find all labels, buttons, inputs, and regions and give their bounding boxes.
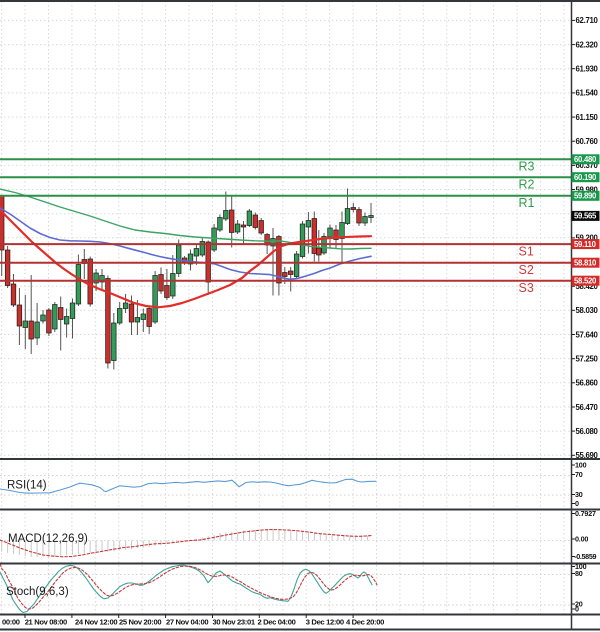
svg-text:R2: R2 — [519, 178, 535, 192]
svg-text:0.00: 0.00 — [575, 535, 588, 544]
svg-text:59.200: 59.200 — [576, 234, 599, 243]
svg-text:61.150: 61.150 — [576, 113, 599, 122]
svg-text:21 Nov 08:00: 21 Nov 08:00 — [25, 618, 67, 627]
svg-text:30: 30 — [575, 490, 583, 499]
svg-text:57.640: 57.640 — [576, 330, 599, 339]
svg-text:80: 80 — [575, 569, 583, 578]
svg-text:RSI(14): RSI(14) — [7, 480, 47, 492]
svg-text:55.690: 55.690 — [576, 451, 599, 460]
svg-text:56.470: 56.470 — [576, 403, 599, 412]
svg-text:60.190: 60.190 — [574, 173, 597, 182]
svg-text:58.810: 58.810 — [574, 259, 597, 268]
svg-text:S2: S2 — [519, 263, 534, 277]
svg-text:58.030: 58.030 — [576, 306, 599, 315]
svg-text:S1: S1 — [519, 244, 534, 258]
svg-text:60.370: 60.370 — [576, 161, 599, 170]
svg-text:MACD(12,26,9): MACD(12,26,9) — [8, 533, 88, 545]
svg-text:-0.5859: -0.5859 — [574, 552, 596, 561]
svg-text:60.760: 60.760 — [576, 137, 599, 146]
svg-text:56.860: 56.860 — [576, 379, 599, 388]
svg-text:58.420: 58.420 — [576, 282, 599, 291]
svg-text:30 Nov 23:01: 30 Nov 23:01 — [213, 618, 256, 627]
svg-text:24 Nov 12:00: 24 Nov 12:00 — [75, 618, 117, 627]
svg-text:3 Dec 12:00: 3 Dec 12:00 — [306, 618, 344, 627]
svg-text:59.980: 59.980 — [576, 185, 599, 194]
svg-text:59.890: 59.890 — [574, 192, 597, 201]
svg-text:0: 0 — [575, 499, 579, 508]
svg-text:57.250: 57.250 — [576, 355, 599, 364]
svg-text:58.520: 58.520 — [574, 277, 597, 286]
svg-text:20: 20 — [575, 600, 583, 609]
svg-text:2 Dec 04:00: 2 Dec 04:00 — [258, 618, 296, 627]
svg-text:100: 100 — [575, 562, 587, 571]
svg-text:0.7927: 0.7927 — [575, 509, 596, 518]
svg-text:00:00: 00:00 — [2, 618, 20, 627]
svg-text:62.710: 62.710 — [576, 16, 599, 25]
svg-text:70: 70 — [575, 470, 583, 479]
svg-text:62.320: 62.320 — [576, 40, 599, 49]
svg-text:R1: R1 — [519, 196, 535, 210]
svg-text:27 Nov 04:00: 27 Nov 04:00 — [166, 618, 208, 627]
svg-text:0: 0 — [575, 605, 579, 614]
svg-text:S3: S3 — [519, 281, 534, 295]
svg-text:4 Dec 20:00: 4 Dec 20:00 — [346, 618, 384, 627]
svg-text:Stoch(9,6,3): Stoch(9,6,3) — [6, 586, 69, 598]
svg-text:25 Nov 20:00: 25 Nov 20:00 — [119, 618, 161, 627]
svg-text:60.480: 60.480 — [574, 155, 597, 164]
svg-text:100: 100 — [575, 461, 587, 470]
svg-text:R3: R3 — [519, 160, 535, 174]
svg-text:59.565: 59.565 — [574, 212, 597, 221]
svg-text:61.930: 61.930 — [576, 65, 599, 74]
svg-text:56.080: 56.080 — [576, 427, 599, 436]
svg-text:59.110: 59.110 — [574, 240, 597, 249]
svg-text:61.540: 61.540 — [576, 89, 599, 98]
